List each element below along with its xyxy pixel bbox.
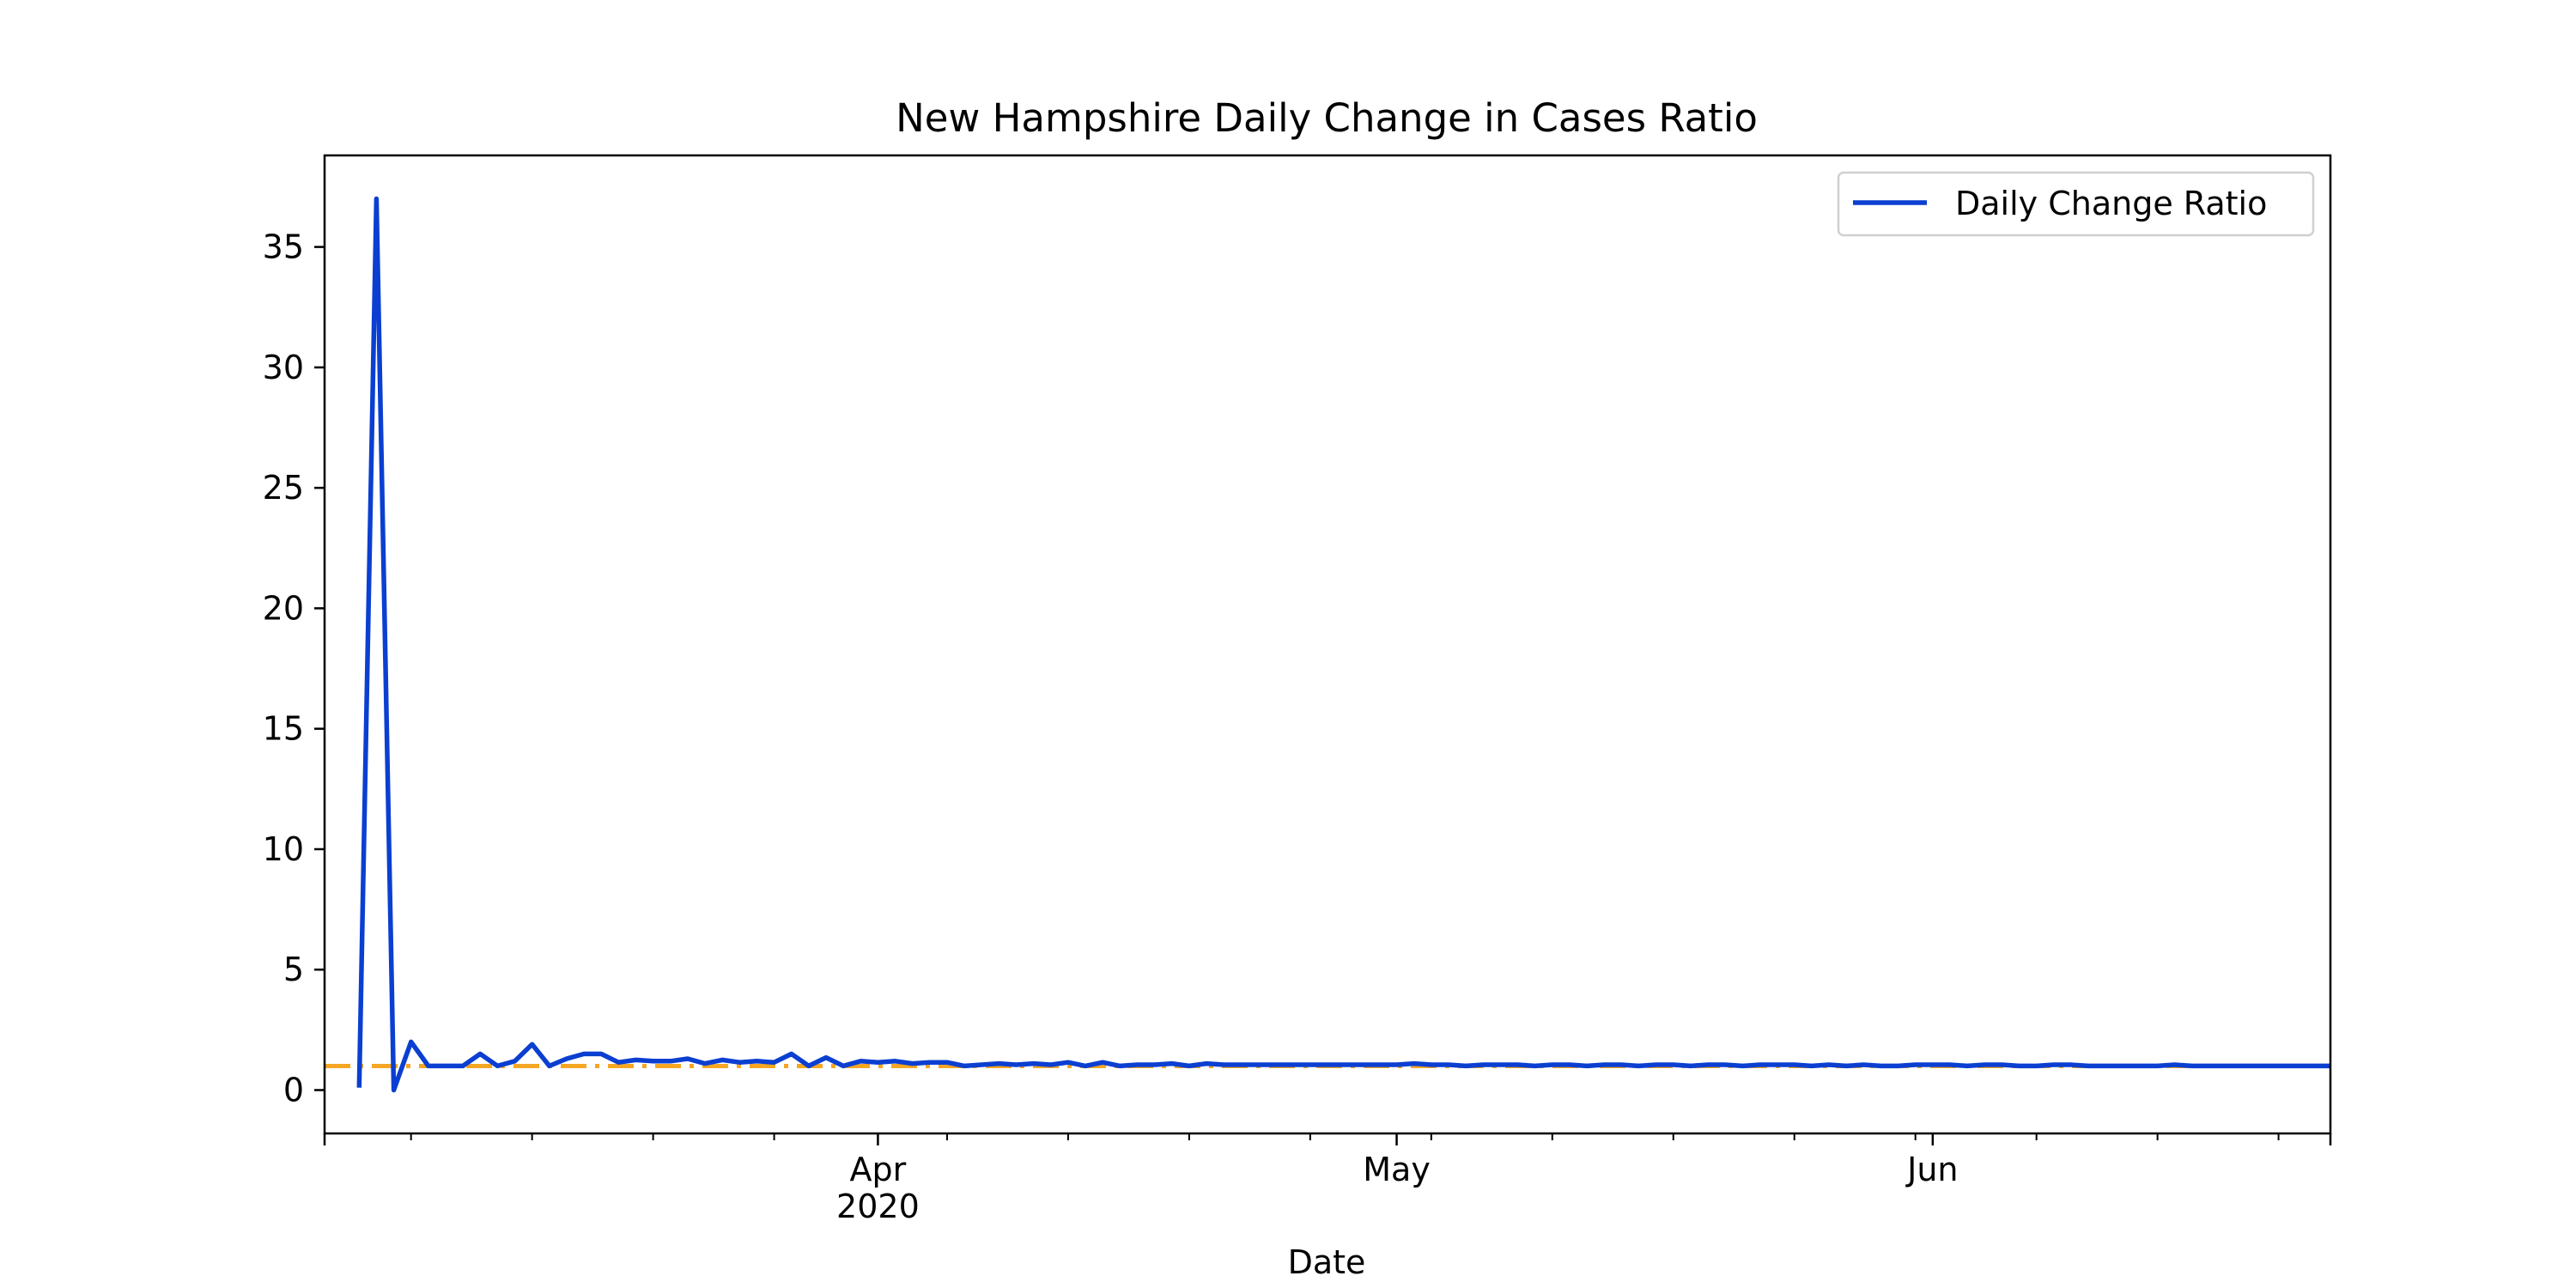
y-tick-label: 0 — [283, 1072, 304, 1109]
x-axis-label: Date — [1288, 1243, 1366, 1281]
y-tick-label: 10 — [263, 830, 304, 868]
y-tick-label: 15 — [263, 710, 304, 748]
y-tick-label: 25 — [263, 469, 304, 507]
plot-frame — [323, 154, 2332, 1135]
legend: Daily Change Ratio — [1837, 171, 2315, 237]
legend-label: Daily Change Ratio — [1955, 185, 2267, 222]
legend-box — [1837, 171, 2315, 237]
y-axis: 0 5 10 15 20 25 30 35 — [263, 228, 325, 1109]
y-tick-label: 35 — [263, 228, 304, 266]
x-tick-sublabel: 2020 — [836, 1188, 920, 1225]
chart-title: New Hampshire Daily Change in Cases Rati… — [896, 95, 1758, 141]
y-tick-label: 20 — [263, 589, 304, 627]
y-tick-label: 30 — [263, 349, 304, 386]
x-tick-label: Apr — [850, 1151, 907, 1188]
y-tick-label: 5 — [283, 951, 304, 988]
x-tick-label: Jun — [1905, 1151, 1958, 1188]
x-tick-label: May — [1363, 1151, 1431, 1188]
series-line-daily-change-ratio — [356, 196, 2330, 1093]
